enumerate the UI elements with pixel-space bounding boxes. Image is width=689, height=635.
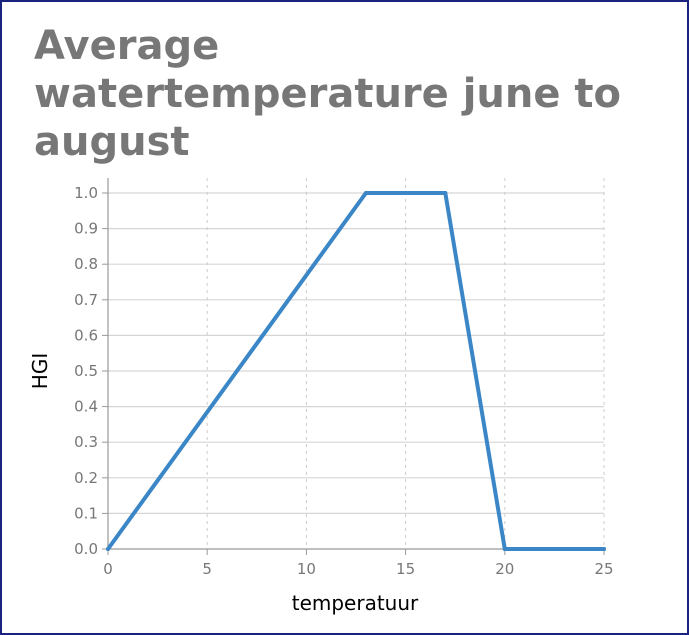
y-tick-labels: 0.0 0.1 0.2 0.3 0.4 0.5 0.6 0.7 0.8 0.9 1.0 — [74, 184, 98, 558]
series-group — [106, 191, 606, 551]
y-tick-label: 0.0 — [74, 540, 98, 558]
y-tick-label: 0.4 — [74, 398, 98, 416]
x-tick-label: 25 — [594, 560, 613, 578]
x-tick-label: 10 — [297, 560, 316, 578]
x-tick-label: 5 — [202, 560, 212, 578]
data-point — [602, 547, 606, 551]
x-gridlines — [107, 178, 605, 555]
y-axis-label: HGI — [28, 353, 52, 389]
y-tick-label: 0.9 — [74, 220, 98, 238]
y-tick-label: 0.1 — [74, 504, 98, 522]
y-tick-label: 1.0 — [74, 184, 98, 202]
x-tick-label: 0 — [103, 560, 113, 578]
x-tick-labels: 0 5 10 15 20 25 — [103, 560, 613, 578]
y-tick-label: 0.8 — [74, 255, 98, 273]
data-point — [106, 547, 110, 551]
y-tick-label: 0.5 — [74, 362, 98, 380]
chart-title: Average watertemperature june to august — [34, 23, 622, 165]
data-point — [502, 547, 507, 551]
y-gridlines — [102, 192, 604, 550]
data-point — [443, 191, 448, 195]
x-tick-label: 20 — [495, 560, 514, 578]
y-tick-label: 0.6 — [74, 326, 98, 344]
x-tick-label: 15 — [396, 560, 415, 578]
data-point — [363, 191, 368, 195]
y-tick-label: 0.3 — [74, 433, 98, 451]
axes — [107, 178, 604, 550]
y-tick-label: 0.7 — [74, 291, 98, 309]
x-axis-label: temperatuur — [292, 591, 419, 615]
y-tick-label: 0.2 — [74, 469, 98, 487]
